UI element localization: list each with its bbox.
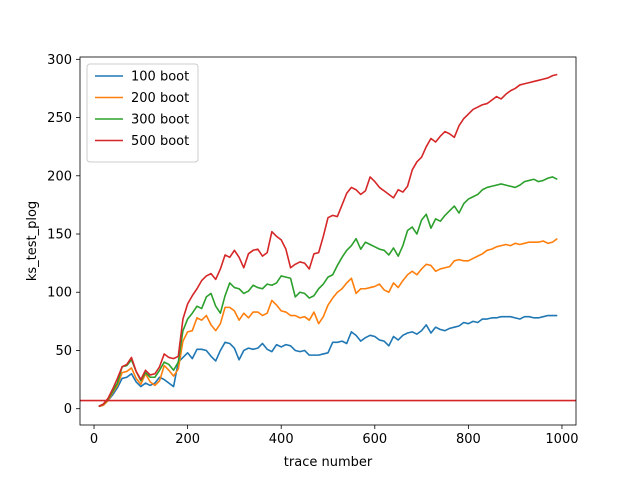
series-line-1 — [98, 314, 558, 408]
legend-label: 500 boot — [131, 134, 189, 149]
y-tick-label: 250 — [47, 111, 72, 126]
series-layer — [98, 73, 558, 408]
legend-label: 200 boot — [131, 91, 189, 106]
y-tick-label: 100 — [47, 286, 72, 301]
x-axis: 0 200 400 600 800 1000 — [90, 425, 579, 447]
legend: 100 boot 200 boot 300 boot 500 boot — [86, 63, 199, 163]
x-tick-label: 800 — [456, 432, 481, 447]
series-line-3 — [98, 176, 558, 408]
x-axis-label: trace number — [284, 455, 373, 470]
plot-frame — [79, 56, 577, 426]
y-tick-label: 300 — [47, 53, 72, 68]
y-tick-label: 0 — [64, 402, 72, 417]
series-line-4 — [98, 73, 558, 408]
series-line-2 — [98, 238, 558, 408]
y-tick-label: 150 — [47, 228, 72, 243]
y-tick-label: 50 — [55, 344, 72, 359]
x-tick-label: 200 — [175, 432, 200, 447]
x-tick-label: 1000 — [545, 432, 578, 447]
y-tick-label: 200 — [47, 169, 72, 184]
x-tick-label: 600 — [362, 432, 387, 447]
y-axis: 0 50 100 150 200 250 300 — [47, 53, 80, 417]
legend-box — [86, 63, 199, 163]
x-tick-label: 0 — [90, 432, 98, 447]
x-tick-label: 400 — [269, 432, 294, 447]
legend-label: 300 boot — [131, 113, 189, 128]
y-axis-label: ks_test_plog — [25, 201, 40, 281]
legend-label: 100 boot — [131, 70, 189, 85]
